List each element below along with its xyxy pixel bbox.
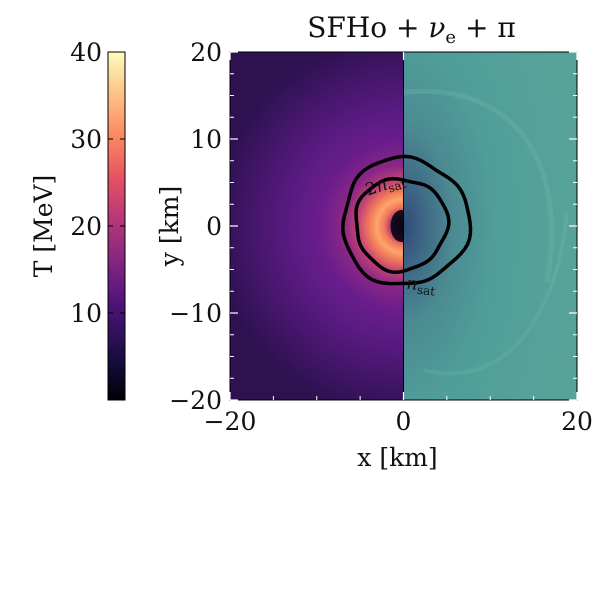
colorbar-tick-label: 40 (70, 38, 102, 67)
x-tick-label: 0 (396, 407, 412, 436)
chart-title: SFHo + νe + π (307, 11, 516, 48)
y-tick-label: −20 (169, 386, 222, 415)
x-tick-label: −20 (204, 407, 257, 436)
swirl-feature (423, 211, 569, 376)
x-axis-label: x [km] (357, 443, 437, 472)
x-tick-label: 20 (561, 407, 593, 436)
contour-label-nsat: nsat (405, 274, 436, 299)
colorbar-tick-label: 10 (70, 299, 102, 328)
y-axis-label: y [km] (155, 186, 184, 267)
axis-ticks: −20 0 20 −20 −10 0 10 20 (169, 38, 593, 436)
plot-area: 2nsat nsat −20 0 20 −20 −10 0 10 20 (169, 38, 593, 436)
colorbar-tick-label: 30 (70, 125, 102, 154)
colorbar-tick-label: 20 (70, 212, 102, 241)
colorbar: 10 20 30 40 T [MeV] (29, 38, 126, 401)
right-half-field (403, 52, 577, 400)
y-tick-label: 20 (190, 38, 222, 67)
colorbar-label: T [MeV] (29, 175, 58, 278)
y-tick-label: 10 (190, 125, 222, 154)
temperature-map (230, 52, 404, 400)
right-half-map (403, 52, 577, 400)
y-tick-label: −10 (169, 299, 222, 328)
contour-label-2nsat: 2nsat (363, 169, 408, 202)
contour-nsat (341, 154, 473, 286)
swirl-feature (403, 88, 555, 283)
colorbar-ticks: 10 20 30 40 (70, 38, 125, 328)
temperature-half (230, 52, 404, 400)
y-tick-label: 0 (206, 212, 222, 241)
hot-core-center (390, 210, 404, 242)
contour-2nsat (354, 176, 451, 275)
